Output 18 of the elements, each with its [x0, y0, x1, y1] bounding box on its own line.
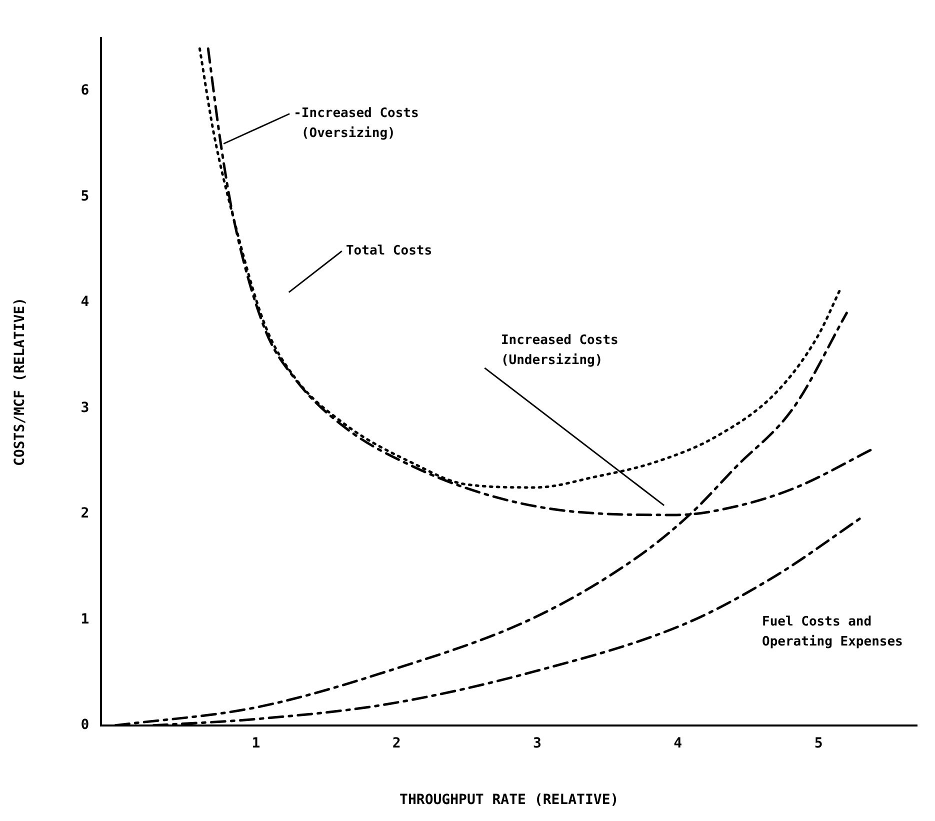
x-tick-label: 1 [252, 735, 260, 752]
x-tick-label: 5 [814, 735, 823, 752]
annotation: Increased Costs (Undersizing) [500, 332, 618, 368]
x-tick-label: 2 [392, 735, 401, 752]
annotation: Total Costs [346, 243, 432, 258]
annotation: Fuel Costs and Operating Expenses [762, 614, 903, 650]
x-tick-label: 4 [674, 735, 682, 752]
x-axis-title: THROUGHPUT RATE (RELATIVE) [400, 792, 619, 808]
y-tick-label: 2 [80, 506, 90, 522]
y-tick-label: 1 [80, 611, 90, 628]
annotation: -Increased Costs (Oversizing) [294, 106, 419, 142]
x-tick-label: 3 [533, 735, 542, 752]
y-tick-label: 3 [80, 400, 90, 416]
y-axis-title: COSTS/MCF (RELATIVE) [12, 297, 28, 466]
y-tick-label: 5 [80, 188, 90, 204]
y-tick-label: 4 [80, 294, 90, 310]
y-tick-label: 6 [80, 82, 90, 99]
y-tick-label: 0 [80, 717, 90, 734]
